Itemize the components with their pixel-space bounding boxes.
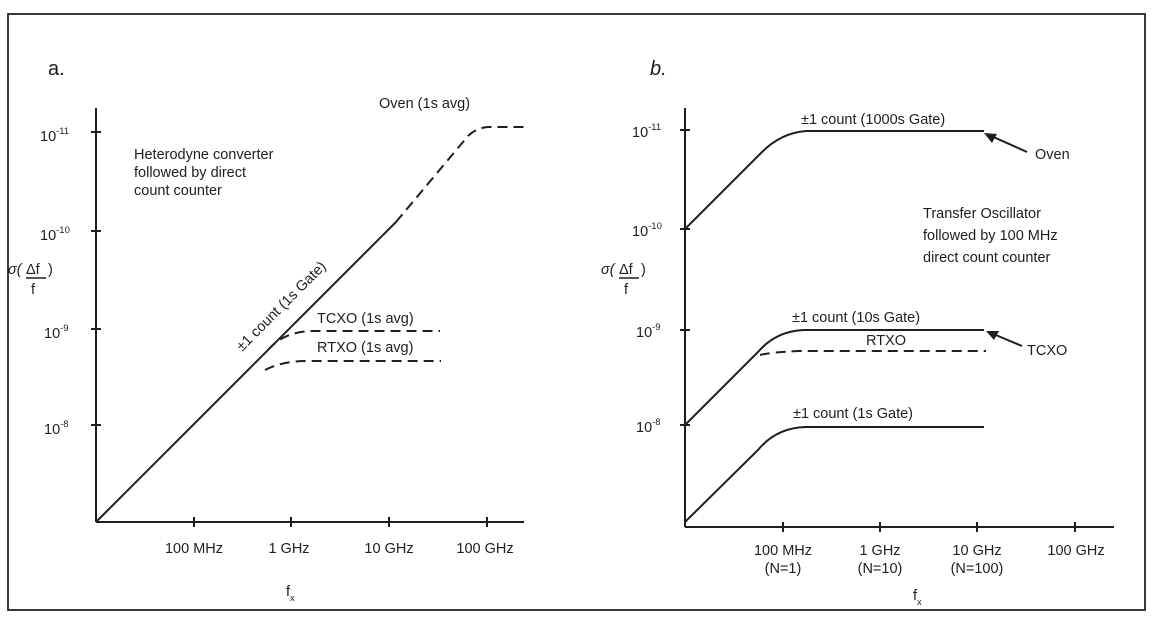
panel-a-x-axis-label: fx <box>286 584 295 604</box>
panel-a-y-label-numerator: Δf <box>26 262 41 278</box>
panel-b-annotation-1000s-gate: ±1 count (1000s Gate) <box>801 112 945 128</box>
panel-b-x-tick-sublabel: (N=10) <box>858 561 903 577</box>
panel-a-description-line: Heterodyne converter <box>134 147 274 163</box>
panel-b-oven-arrow-head <box>984 133 997 143</box>
panel-a-y-label-close: ) <box>48 262 53 278</box>
panel-b-x-tick-sublabel: (N=100) <box>951 561 1004 577</box>
panel-b-x-ticks: 100 MHz 1 GHz 10 GHz 100 GHz (N=1) (N=10… <box>754 522 1105 577</box>
panel-b-annotation-10s-gate: ±1 count (10s Gate) <box>792 310 920 326</box>
panel-a-x-tick-label: 1 GHz <box>268 541 309 557</box>
panel-b-series-1s-gate-line <box>684 426 984 523</box>
panel-b-x-tick-label: 100 GHz <box>1047 543 1104 559</box>
panel-b-description-line: followed by 100 MHz <box>923 228 1058 244</box>
panel-b-description-line: Transfer Oscillator <box>923 206 1041 222</box>
panel-b-y-tick-label: 10-9 <box>636 322 661 341</box>
panel-b-tcxo-arrow-head <box>986 331 999 340</box>
panel-b-y-axis-label: σ( Δf ) f <box>601 262 646 298</box>
panel-a-description-line: count counter <box>134 183 222 199</box>
panel-b-y-label-close: ) <box>641 262 646 278</box>
panel-a-y-tick-label: 10-11 <box>40 126 69 145</box>
panel-a-annotation-rtxo: RTXO (1s avg) <box>317 340 413 356</box>
panel-b-series-rtxo-line <box>759 350 986 356</box>
panel-a-y-tick-label: 10-9 <box>44 323 69 342</box>
panel-a-y-axis-label: σ( Δf ) f <box>8 262 53 298</box>
panel-a-y-tick-label: 10-8 <box>44 419 69 438</box>
panel-a-series-oven-line <box>395 126 524 223</box>
panel-b-x-tick-sublabel: (N=1) <box>765 561 802 577</box>
panel-a-x-tick-label: 100 GHz <box>456 541 513 557</box>
panel-b-oven-arrow <box>988 134 1028 153</box>
panel-b-y-label-denominator: f <box>624 282 629 298</box>
panel-a: a. σ( Δf ) f 10-8 10-9 10-10 <box>8 58 524 604</box>
figure-border <box>7 13 1146 611</box>
panel-b-y-tick-label: 10-10 <box>632 221 662 240</box>
panel-b-annotation-tcxo: TCXO <box>1027 343 1067 359</box>
panel-a-label: a. <box>48 58 65 80</box>
panel-a-annotation-oven: Oven (1s avg) <box>379 96 470 112</box>
panel-b-annotation-rtxo: RTXO <box>866 333 906 349</box>
panel-a-x-tick-label: 100 MHz <box>165 541 223 557</box>
panel-b: b. σ( Δf ) f 10-8 10-9 10-10 <box>601 58 1114 608</box>
panel-b-x-tick-label: 10 GHz <box>952 543 1001 559</box>
panel-b-series-1000s-gate-line <box>684 130 984 230</box>
panel-a-y-label-sigma: σ( <box>8 262 24 278</box>
panel-b-annotation-1s-gate: ±1 count (1s Gate) <box>793 406 913 422</box>
panel-a-series-rtxo-line <box>264 360 441 371</box>
panel-a-y-ticks: 10-8 10-9 10-10 10-11 <box>40 126 101 438</box>
panel-b-x-axis-label: fx <box>913 588 922 608</box>
panel-b-description-line: direct count counter <box>923 250 1051 266</box>
panel-a-y-tick-label: 10-10 <box>40 225 70 244</box>
panel-a-series-tcxo-line <box>267 330 440 351</box>
panel-b-series-10s-gate-line <box>684 329 984 426</box>
panel-a-y-label-denominator: f <box>31 282 36 298</box>
panel-b-y-label-numerator: Δf <box>619 262 634 278</box>
panel-a-series-1s-gate-line <box>95 221 397 523</box>
panel-b-x-tick-label: 1 GHz <box>859 543 900 559</box>
panel-b-y-tick-label: 10-11 <box>632 122 661 141</box>
panel-b-label: b. <box>650 58 667 80</box>
panel-b-annotation-oven: Oven <box>1035 147 1070 163</box>
panel-b-y-ticks: 10-8 10-9 10-10 10-11 <box>632 122 690 436</box>
panel-b-y-tick-label: 10-8 <box>636 417 661 436</box>
panel-a-x-ticks: 100 MHz 1 GHz 10 GHz 100 GHz <box>165 517 514 557</box>
panel-a-x-tick-label: 10 GHz <box>364 541 413 557</box>
panel-a-description-line: followed by direct <box>134 165 246 181</box>
panel-b-x-tick-label: 100 MHz <box>754 543 812 559</box>
panel-b-y-label-sigma: σ( <box>601 262 617 278</box>
panel-a-annotation-tcxo: TCXO (1s avg) <box>317 311 414 327</box>
